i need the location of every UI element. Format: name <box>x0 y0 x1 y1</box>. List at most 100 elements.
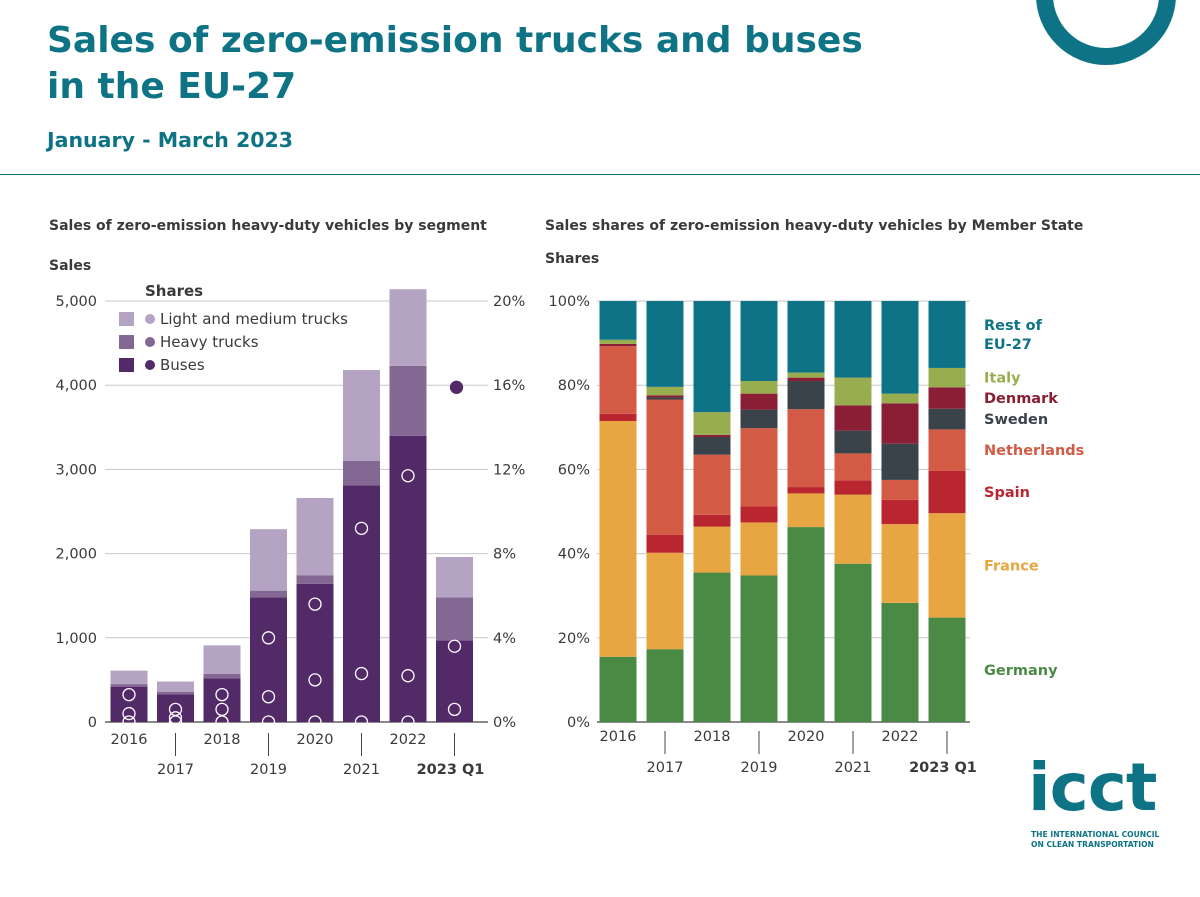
shares-bar-sweden-2020 <box>787 380 825 410</box>
segment-ytick-label: 4,000 <box>55 378 97 394</box>
segment-xtick-label: 2017 <box>157 762 194 778</box>
segment-bar-buses-2017 <box>157 694 194 722</box>
shares-bar-france-2023-q1 <box>928 513 966 618</box>
icct-logo-tagline-line-2: ON CLEAN TRANSPORTATION <box>1031 840 1154 849</box>
shares-bar-sweden-2017 <box>646 397 684 400</box>
segment-bar-heavy-trucks-2022 <box>389 365 427 436</box>
shares-bar-rest-of-eu-27-2023-q1 <box>928 301 966 368</box>
shares-xtick-label: 2020 <box>788 729 825 745</box>
shares-xtick-label: 2023 Q1 <box>909 760 977 776</box>
shares-bar-rest-of-eu-27-2016 <box>599 301 637 340</box>
shares-series-label-italy: Italy <box>984 371 1021 387</box>
shares-ytick-label: 60% <box>558 462 590 478</box>
segment-ytick-label: 5,000 <box>55 294 97 310</box>
segment-share-point-light-and-medium-trucks-2017 <box>168 711 183 725</box>
shares-bar-germany-2017 <box>646 649 684 722</box>
icct-logo-wordmark: icct <box>1028 749 1157 826</box>
shares-series-label-france: France <box>984 558 1039 574</box>
page-title: Sales of zero-emission trucks and buses … <box>47 18 863 110</box>
shares-bar-germany-2018 <box>693 572 731 722</box>
segment-bar-heavy-trucks-2021 <box>343 460 380 486</box>
segment-share-point-light-and-medium-trucks-2021 <box>354 666 369 681</box>
shares-series-label-denmark: Denmark <box>984 391 1058 407</box>
segment-bar-light-and-medium-trucks-2021 <box>343 370 380 461</box>
icct-logo-tagline: THE INTERNATIONAL COUNCIL ON CLEAN TRANS… <box>1031 830 1159 850</box>
segment-share-point-buses-2022 <box>401 469 415 483</box>
shares-bar-denmark-2017 <box>646 395 684 398</box>
shares-ytick-label: 100% <box>549 294 590 310</box>
shares-bar-france-2017 <box>646 552 684 650</box>
shares-xtick-label: 2017 <box>647 760 684 776</box>
shares-bar-sweden-2022 <box>881 443 919 480</box>
shares-bar-germany-2019 <box>740 575 778 722</box>
shares-bar-spain-2016 <box>599 413 637 421</box>
segment-bar-heavy-trucks-2016 <box>110 684 148 687</box>
shares-bar-denmark-2020 <box>787 377 825 381</box>
segment-ytick-label: 3,000 <box>55 462 97 478</box>
shares-bar-rest-of-eu-27-2019 <box>740 301 778 381</box>
shares-ytick-label: 40% <box>558 547 590 563</box>
shares-xtick-label: 2022 <box>882 729 919 745</box>
segment-bar-buses-2019 <box>250 597 287 722</box>
segment-share-point-light-and-medium-trucks-2018 <box>215 702 229 717</box>
shares-bar-netherlands-2016 <box>599 346 637 414</box>
segment-bar-heavy-trucks-2019 <box>250 590 287 598</box>
segment-bar-heavy-trucks-2018 <box>203 674 241 679</box>
shares-bar-rest-of-eu-27-2020 <box>787 301 825 373</box>
segment-xtick-label: 2018 <box>204 732 241 748</box>
segment-share-point-light-and-medium-trucks-2022 <box>401 669 415 683</box>
shares-bar-denmark-2021 <box>834 405 872 431</box>
shares-bar-spain-2019 <box>740 506 778 523</box>
segment-legend-dot-buses <box>145 360 155 370</box>
shares-bar-germany-2020 <box>787 527 825 722</box>
segment-xtick-label: 2023 Q1 <box>417 762 485 778</box>
shares-series-label-sweden: Sweden <box>984 412 1048 428</box>
icct-logo-tagline-line-1: THE INTERNATIONAL COUNCIL <box>1031 830 1160 839</box>
segment-legend-label-light-and-medium-trucks: Light and medium trucks <box>160 310 348 328</box>
segment-xtick-label: 2016 <box>111 732 148 748</box>
shares-bar-netherlands-2019 <box>740 428 778 507</box>
segment-share-point-light-and-medium-trucks-2016 <box>122 706 136 721</box>
segment-share-point-heavy-trucks-2021 <box>354 715 369 729</box>
segment-share-point-buses-2020 <box>308 597 322 611</box>
shares-series-label-spain: Spain <box>984 485 1030 501</box>
segment-legend-swatch-buses <box>119 358 134 372</box>
segment-chart-title: Sales of zero-emission heavy-duty vehicl… <box>49 218 487 234</box>
shares-bar-sweden-2021 <box>834 430 872 454</box>
page-title-line-2: in the EU-27 <box>47 66 297 107</box>
segment-legend-swatch-heavy-trucks <box>119 335 134 349</box>
shares-series-label-rest-of-eu-27: EU-27 <box>984 337 1032 353</box>
shares-series-label-germany: Germany <box>984 663 1058 679</box>
shares-bar-france-2020 <box>787 493 825 528</box>
shares-bar-netherlands-2020 <box>787 409 825 488</box>
segment-share-point-buses-2023-q1 <box>449 380 464 394</box>
member-state-chart-title: Sales shares of zero-emission heavy-duty… <box>545 218 1083 234</box>
shares-bar-spain-2023-q1 <box>928 470 966 514</box>
member-state-chart-ylabel: Shares <box>545 251 599 267</box>
shares-bar-sweden-2018 <box>693 436 731 455</box>
segment-bar-light-and-medium-trucks-2022 <box>389 289 427 366</box>
segment-share-point-light-and-medium-trucks-2020 <box>308 673 322 687</box>
segment-chart-ylabel: Sales <box>49 258 91 274</box>
segment-share-point-heavy-trucks-2023-q1 <box>447 702 462 717</box>
shares-bar-spain-2017 <box>646 534 684 553</box>
segment-legend-swatch-light-and-medium-trucks <box>119 312 134 326</box>
shares-bar-germany-2022 <box>881 602 919 722</box>
shares-xtick-label: 2018 <box>694 729 731 745</box>
shares-bar-italy-2018 <box>693 412 731 435</box>
segment-bar-buses-2021 <box>343 485 380 722</box>
shares-bar-spain-2018 <box>693 514 731 527</box>
shares-ytick-label: 20% <box>558 631 590 647</box>
shares-bar-sweden-2019 <box>740 409 778 429</box>
segment-bar-light-and-medium-trucks-2017 <box>157 681 194 692</box>
segment-bar-buses-2023-q1 <box>436 640 473 722</box>
segment-y2tick-label: 0% <box>493 715 516 731</box>
shares-ytick-label: 80% <box>558 378 590 394</box>
segment-bar-light-and-medium-trucks-2016 <box>110 670 148 685</box>
shares-bar-france-2019 <box>740 522 778 576</box>
shares-bar-spain-2020 <box>787 487 825 494</box>
segment-bar-light-and-medium-trucks-2019 <box>250 529 287 591</box>
shares-bar-denmark-2018 <box>693 434 731 437</box>
shares-bar-italy-2023-q1 <box>928 367 966 388</box>
